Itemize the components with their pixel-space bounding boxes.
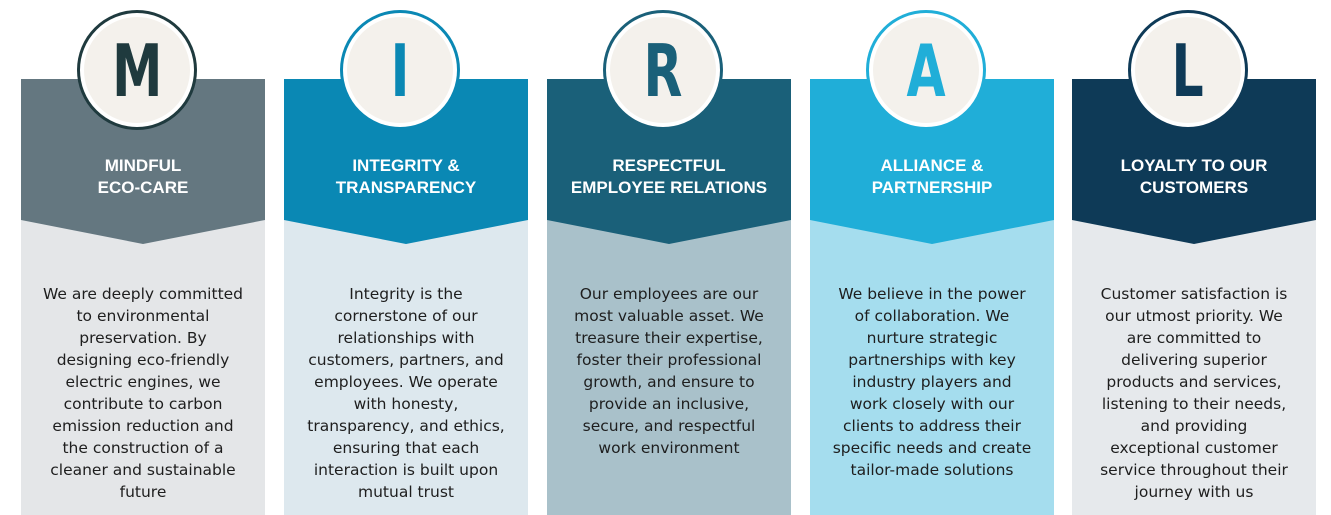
card-respectful-employee-relations: R RESPECTFUL EMPLOYEE RELATIONS Our empl…	[547, 0, 791, 515]
card-title: LOYALTY TO OUR CUSTOMERS	[1120, 156, 1268, 197]
card-title: ALLIANCE & PARTNERSHIP	[871, 156, 993, 197]
badge-letter: M	[111, 29, 163, 113]
card-body-panel	[21, 220, 265, 515]
card-header-banner	[810, 79, 1054, 244]
card-description: We are deeply committed to environmental…	[42, 285, 244, 501]
card-alliance-partnership: A ALLIANCE & PARTNERSHIP We believe in t…	[810, 0, 1054, 515]
letter-badge: M	[80, 13, 194, 127]
card-title: RESPECTFUL EMPLOYEE RELATIONS	[570, 156, 768, 197]
header-chevron-shape	[547, 79, 791, 244]
card-header-banner	[21, 79, 265, 244]
header-chevron-shape	[21, 79, 265, 244]
letter-badge: I	[343, 13, 457, 127]
card-loyalty-to-customers: L LOYALTY TO OUR CUSTOMERS Customer sati…	[1072, 0, 1316, 515]
card-integrity-transparency: I INTEGRITY & TRANSPARENCY Integrity is …	[284, 0, 528, 515]
badge-letter: A	[906, 29, 946, 113]
card-mindful-eco-care: M MINDFUL ECO-CARE We are deeply committ…	[21, 0, 265, 515]
card-header-banner	[547, 79, 791, 244]
card-body-panel	[810, 220, 1054, 515]
badge-letter: R	[643, 29, 683, 113]
card-description: Customer satisfaction is our utmost prio…	[1100, 285, 1288, 501]
card-description: We believe in the power of collaboration…	[832, 285, 1032, 479]
card-title: INTEGRITY & TRANSPARENCY	[335, 156, 477, 197]
card-description: Our employees are our most valuable asse…	[574, 285, 764, 457]
header-chevron-shape	[810, 79, 1054, 244]
card-body-panel	[1072, 220, 1316, 515]
badge-letter: L	[1171, 29, 1205, 113]
card-header-banner	[1072, 79, 1316, 244]
card-body-panel	[284, 220, 528, 515]
header-chevron-shape	[284, 79, 528, 244]
letter-badge: R	[606, 13, 720, 127]
card-description: Integrity is the cornerstone of our rela…	[307, 285, 505, 501]
card-title: MINDFUL ECO-CARE	[97, 156, 189, 197]
letter-badge: L	[1131, 13, 1245, 127]
card-header-banner	[284, 79, 528, 244]
letter-badge: A	[869, 13, 983, 127]
badge-letter: I	[390, 29, 410, 113]
header-chevron-shape	[1072, 79, 1316, 244]
card-body-panel	[547, 220, 791, 515]
